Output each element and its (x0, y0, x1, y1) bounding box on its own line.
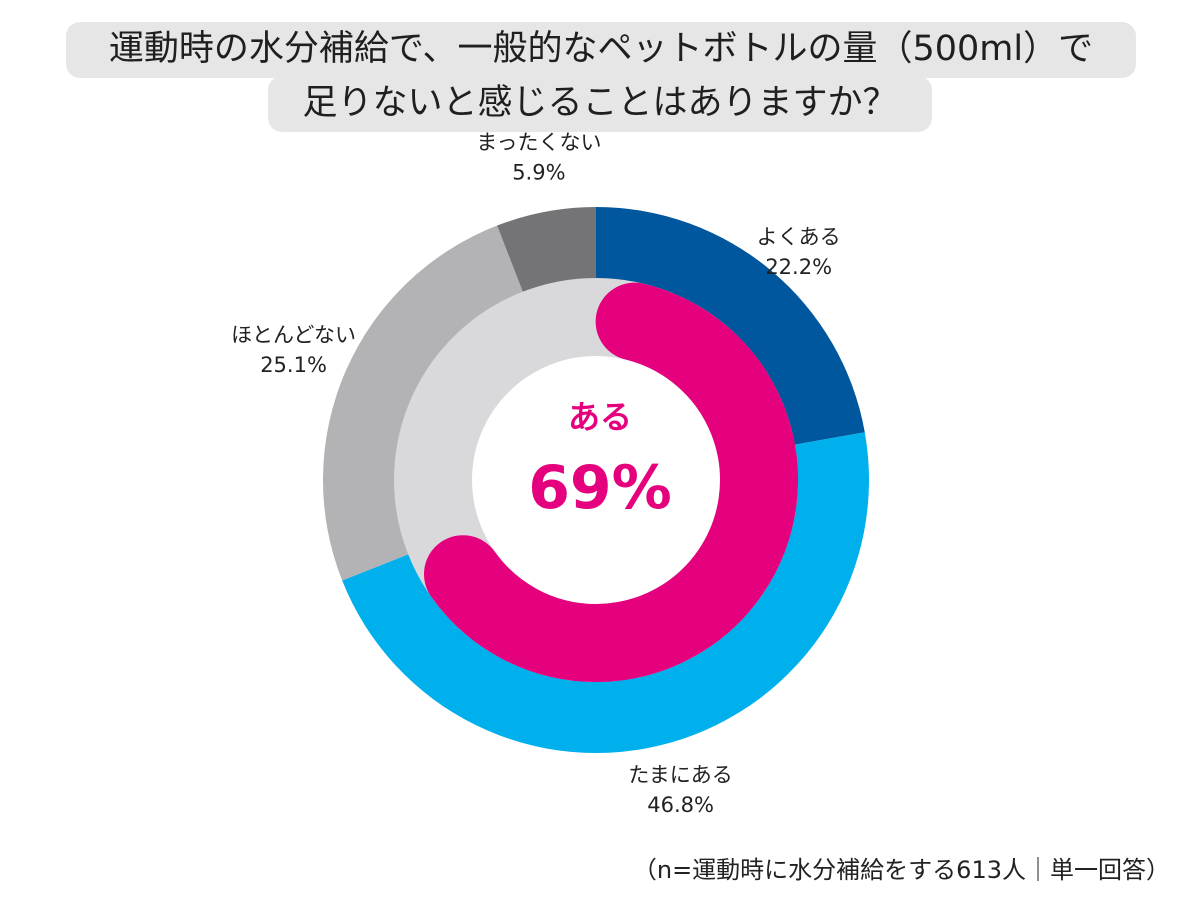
chart-title-line-1: 運動時の水分補給で、一般的なペットボトルの量（500ml）で (66, 22, 1136, 78)
outer-slice-label-2: たまにある 46.8% (628, 763, 732, 817)
outer-slice-label-3: ほとんどない 25.1% (231, 323, 356, 377)
center-value: 69% (528, 453, 672, 523)
outer-ring-labels: よくある 22.2% たまにある 46.8% ほとんどない 25.1% まったくない 5.9% (231, 130, 841, 817)
chart-title-line-2: 足りないと感じることはありますか？ (268, 76, 932, 132)
slice-category-label: たまにある (628, 763, 732, 787)
center-label: ある (568, 398, 632, 436)
outer-slice-label-4: まったくない 5.9% (476, 130, 601, 184)
slice-value-label: 5.9% (512, 160, 565, 184)
outer-slice-1 (596, 207, 865, 446)
slice-category-label: ほとんどない (231, 323, 356, 347)
slice-value-label: 46.8% (647, 793, 714, 817)
outer-slice-4 (497, 207, 596, 297)
outer-slice-3 (323, 225, 525, 581)
outer-slice-label-1: よくある 22.2% (757, 225, 841, 279)
outer-slice-2 (342, 432, 870, 753)
footnote: （n=運動時に水分補給をする613人｜単一回答） (632, 856, 1170, 884)
slice-value-label: 22.2% (765, 255, 832, 279)
slice-value-label: 25.1% (260, 353, 327, 377)
slice-category-label: まったくない (476, 130, 601, 154)
outer-ring (323, 207, 870, 753)
slice-category-label: よくある (757, 225, 841, 249)
inner-ring-progress (423, 282, 798, 682)
inner-ring (394, 278, 798, 682)
